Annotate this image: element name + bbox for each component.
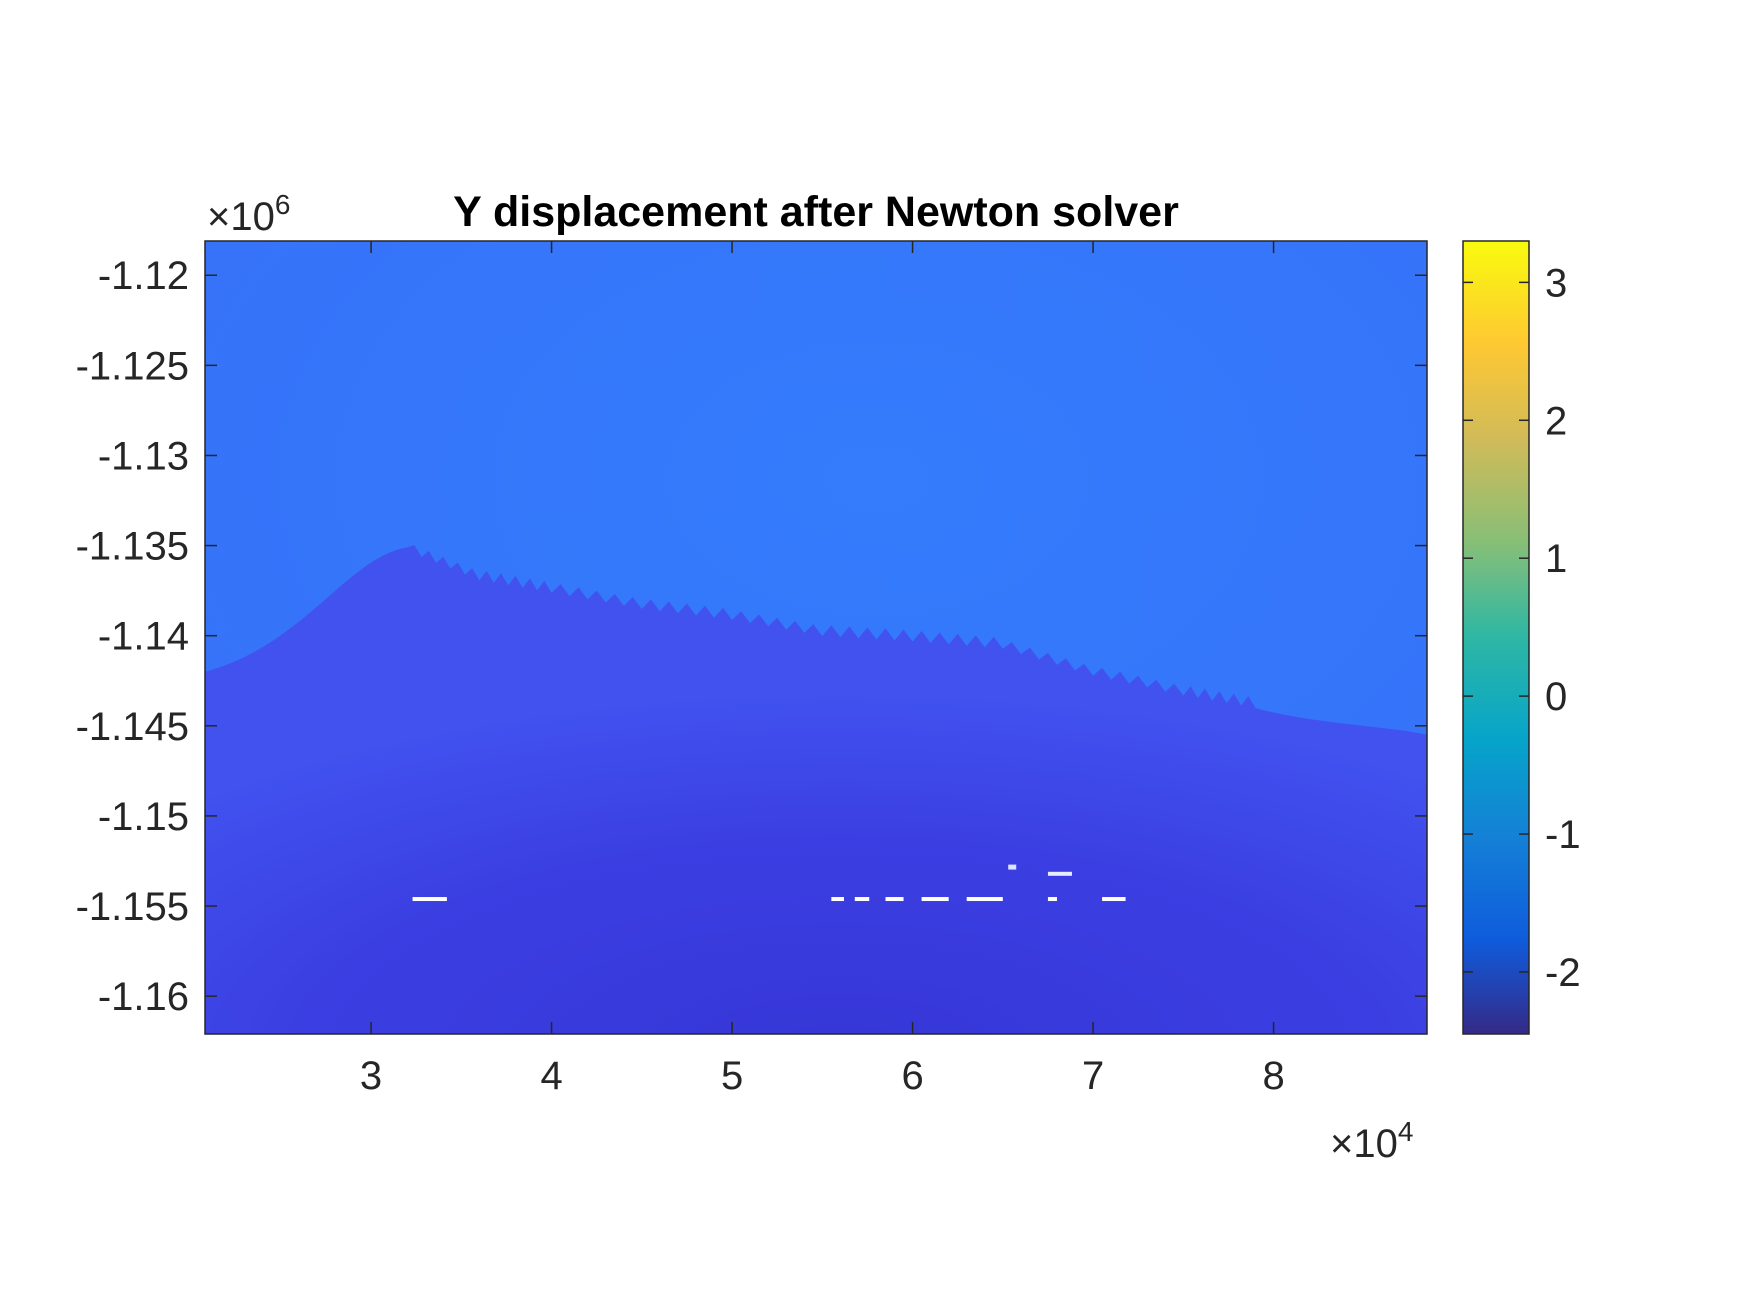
- colorbar-tick-label: -1: [1545, 813, 1581, 857]
- x-axis: 3 4 5 6 7 8: [360, 241, 1285, 1098]
- y-tick-label: -1.14: [98, 615, 189, 659]
- mesh-gap: [1047, 871, 1072, 876]
- y-tick-label: -1.125: [76, 344, 189, 388]
- colorbar: 3 2 1 0 -1 -2: [1462, 240, 1581, 1035]
- x-exponent-base: ×10: [1330, 1122, 1398, 1166]
- y-exponent-power: 6: [275, 189, 291, 220]
- colorbar-tick-label: 2: [1545, 399, 1567, 443]
- x-tick-label: 8: [1262, 1054, 1284, 1098]
- mesh-gap: [854, 897, 870, 902]
- x-exponent-power: 4: [1398, 1116, 1414, 1147]
- x-tick-label: 5: [721, 1054, 743, 1098]
- x-exponent-label: ×104: [1330, 1116, 1413, 1166]
- colorbar-tick-label: 1: [1545, 537, 1567, 581]
- mesh-gap: [885, 897, 904, 902]
- plot-area: [205, 241, 1427, 1034]
- x-tick-label: 6: [901, 1054, 923, 1098]
- y-exponent-base: ×10: [207, 195, 275, 239]
- x-tick-label: 4: [540, 1054, 562, 1098]
- y-tick-label: -1.12: [98, 254, 189, 298]
- y-tick-label: -1.16: [98, 975, 189, 1019]
- mesh-gap: [1047, 897, 1057, 902]
- x-tick-label: 7: [1082, 1054, 1104, 1098]
- mesh-gap: [966, 897, 1003, 902]
- y-tick-label: -1.15: [98, 795, 189, 839]
- mesh-gap: [1102, 897, 1126, 902]
- mesh-gaps: [412, 864, 1126, 902]
- colorbar-tick-label: -2: [1545, 951, 1581, 995]
- colorbar-tick-label: 0: [1545, 675, 1567, 719]
- colorbar-tick-label: 3: [1545, 261, 1567, 305]
- colorbar-gradient: [1462, 240, 1530, 1035]
- y-tick-label: -1.155: [76, 885, 189, 929]
- colorbar-ticks: 3 2 1 0 -1 -2: [1463, 261, 1581, 995]
- y-tick-label: -1.145: [76, 705, 189, 749]
- y-tick-label: -1.135: [76, 525, 189, 569]
- x-tick-label: 3: [360, 1054, 382, 1098]
- y-axis: -1.12 -1.125 -1.13 -1.135 -1.14 -1.145 -1.15 -1…: [76, 254, 1427, 1019]
- mesh-gap: [921, 897, 949, 902]
- y-tick-label: -1.13: [98, 434, 189, 478]
- mesh-gap: [1008, 864, 1017, 870]
- heatmap-lower-region: [205, 545, 1427, 1034]
- mesh-gap: [831, 897, 844, 902]
- mesh-gap: [412, 897, 447, 902]
- chart-title: Y displacement after Newton solver: [453, 188, 1179, 236]
- axes-frame: [204, 240, 1428, 1035]
- y-exponent-label: ×106: [207, 189, 290, 239]
